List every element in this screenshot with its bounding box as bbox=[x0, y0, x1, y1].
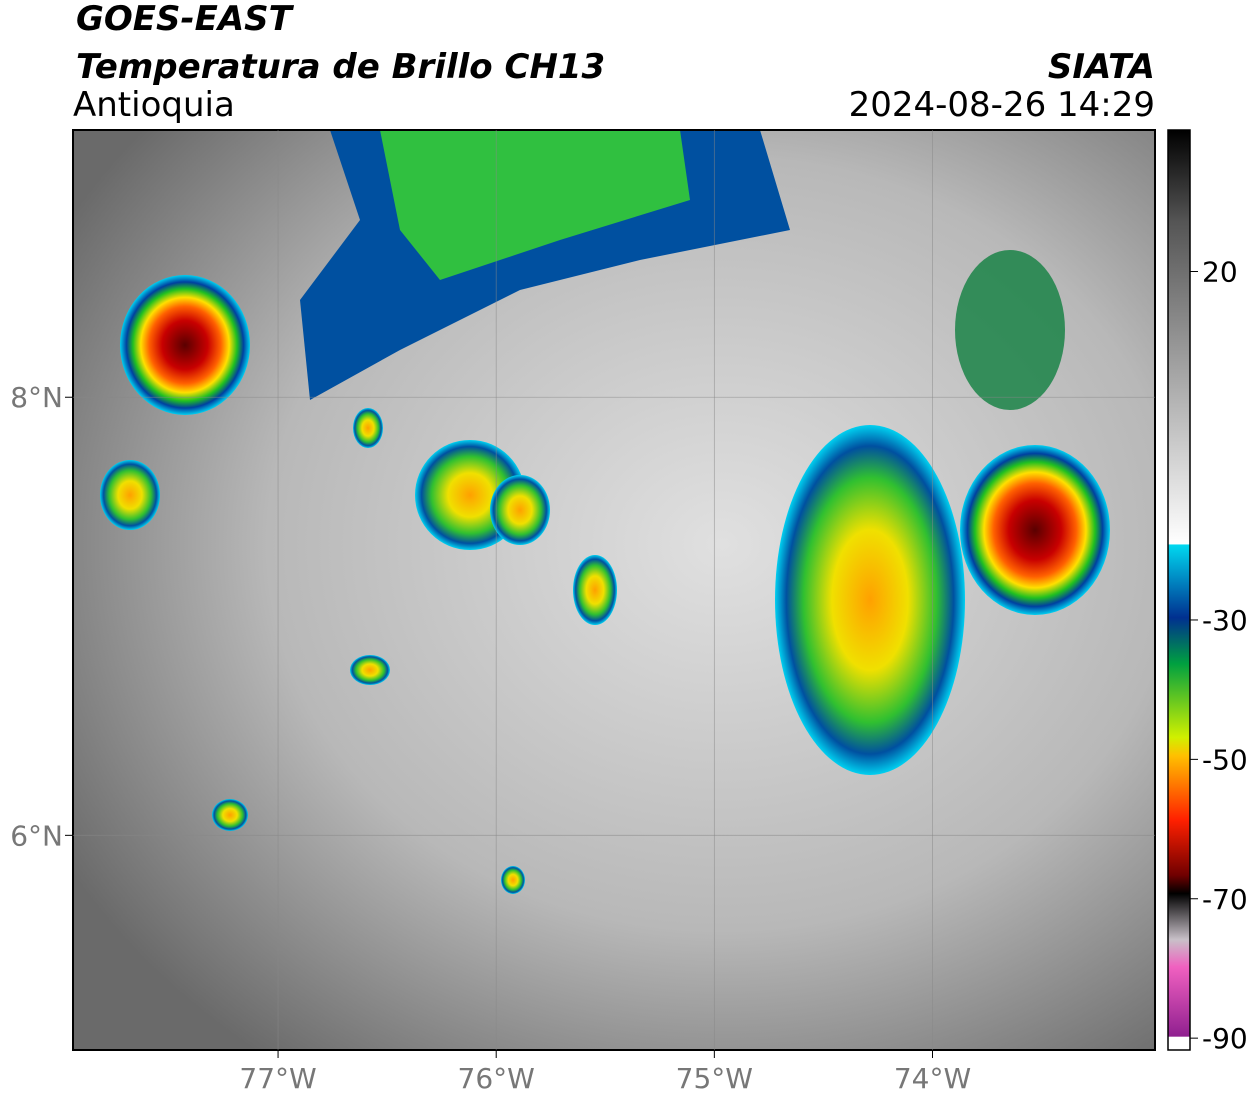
datetime: 2024-08-26 14:29 bbox=[849, 85, 1155, 125]
colorbar-tick-label: -70 bbox=[1202, 883, 1248, 916]
source: SIATA bbox=[1048, 47, 1155, 87]
colorbar-tick-label: -30 bbox=[1202, 604, 1248, 637]
x-tick-label: 77°W bbox=[239, 1062, 316, 1095]
colorbar-tick-label: -50 bbox=[1202, 743, 1248, 776]
region: Antioquia bbox=[73, 85, 235, 125]
colorbar-tick-label: -90 bbox=[1202, 1022, 1248, 1055]
x-tick-label: 74°W bbox=[894, 1062, 971, 1095]
colorbar-tick-label: 20 bbox=[1202, 255, 1238, 288]
y-tick-label: 8°N bbox=[10, 381, 63, 414]
subtitle: Temperatura de Brillo CH13 bbox=[76, 47, 605, 87]
x-tick-label: 75°W bbox=[676, 1062, 753, 1095]
imagery bbox=[73, 130, 1155, 1050]
y-tick-label: 6°N bbox=[10, 819, 63, 852]
colorbar bbox=[1167, 129, 1191, 1051]
map-frame bbox=[72, 129, 1156, 1051]
x-tick-label: 76°W bbox=[458, 1062, 535, 1095]
title: GOES-EAST bbox=[76, 0, 295, 39]
